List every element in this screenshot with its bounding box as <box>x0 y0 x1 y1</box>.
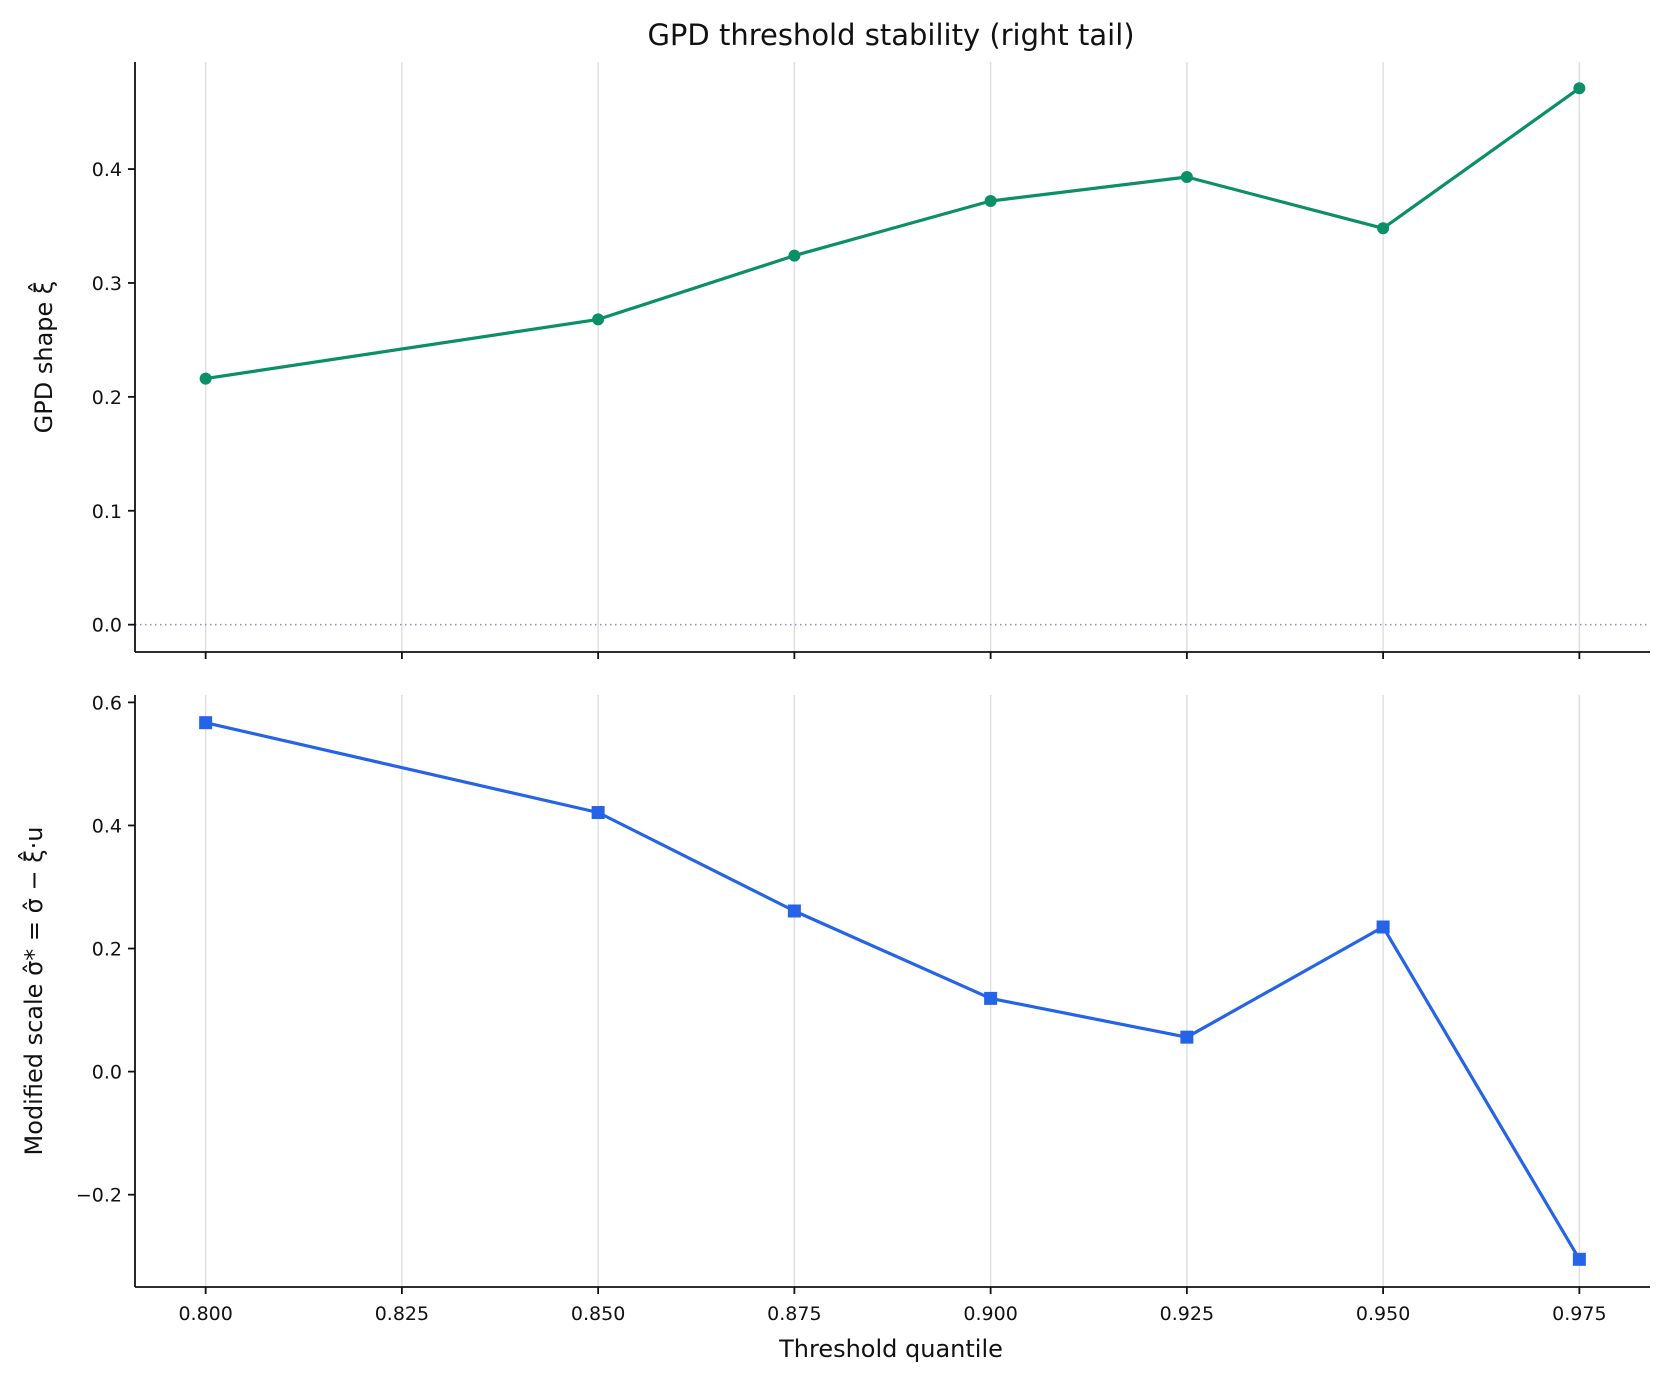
data-point <box>984 991 998 1005</box>
y-axis-label: GPD shape ξ̂ <box>28 281 58 434</box>
series-line <box>205 86 1581 381</box>
data-point <box>199 716 213 730</box>
data-point <box>1376 920 1390 934</box>
x-axis-label: Threshold quantile <box>778 1335 1003 1363</box>
y-tick-label: −0.2 <box>76 1185 122 1207</box>
y-tick-label: 0.3 <box>92 273 122 295</box>
shape-panel: 0.0 0.1 0.2 0.3 0.4 GPD shape ξ̂ <box>28 62 1650 659</box>
x-tick-label: 0.825 <box>375 1303 429 1325</box>
x-tick-label: 0.925 <box>1160 1303 1214 1325</box>
x-tick-label: 0.950 <box>1356 1303 1410 1325</box>
y-tick-label: 0.6 <box>92 692 122 714</box>
scale-panel: −0.2 0.0 0.2 0.4 0.6 0.800 0.825 0.850 0.875 0.90… <box>18 692 1650 1325</box>
y-tick-label: 0.0 <box>92 615 122 637</box>
data-point <box>199 372 212 385</box>
data-point <box>1572 1252 1586 1266</box>
y-tick-label: 0.2 <box>92 939 122 961</box>
y-tick-label: 0.4 <box>92 815 122 837</box>
chart-title: GPD threshold stability (right tail) <box>647 18 1134 52</box>
data-point <box>787 904 801 918</box>
data-point <box>1180 1030 1194 1044</box>
data-point <box>788 249 801 262</box>
x-tick-label: 0.800 <box>178 1303 232 1325</box>
data-point <box>592 313 605 326</box>
data-point <box>1180 171 1193 184</box>
data-point <box>1573 82 1586 95</box>
x-tick-label: 0.975 <box>1552 1303 1606 1325</box>
x-tick-label: 0.850 <box>571 1303 625 1325</box>
data-point <box>591 806 605 820</box>
series-line <box>205 721 1581 1261</box>
y-tick-label: 0.2 <box>92 387 122 409</box>
x-tick-label: 0.900 <box>963 1303 1017 1325</box>
y-tick-label: 0.0 <box>92 1062 122 1084</box>
data-point <box>1377 222 1390 235</box>
data-point <box>984 194 997 207</box>
y-tick-label: 0.4 <box>92 159 122 181</box>
y-tick-label: 0.1 <box>92 501 122 523</box>
x-tick-label: 0.875 <box>767 1303 821 1325</box>
y-axis-label: Modified scale σ̂* = σ̂ − ξ̂·u <box>18 827 48 1156</box>
